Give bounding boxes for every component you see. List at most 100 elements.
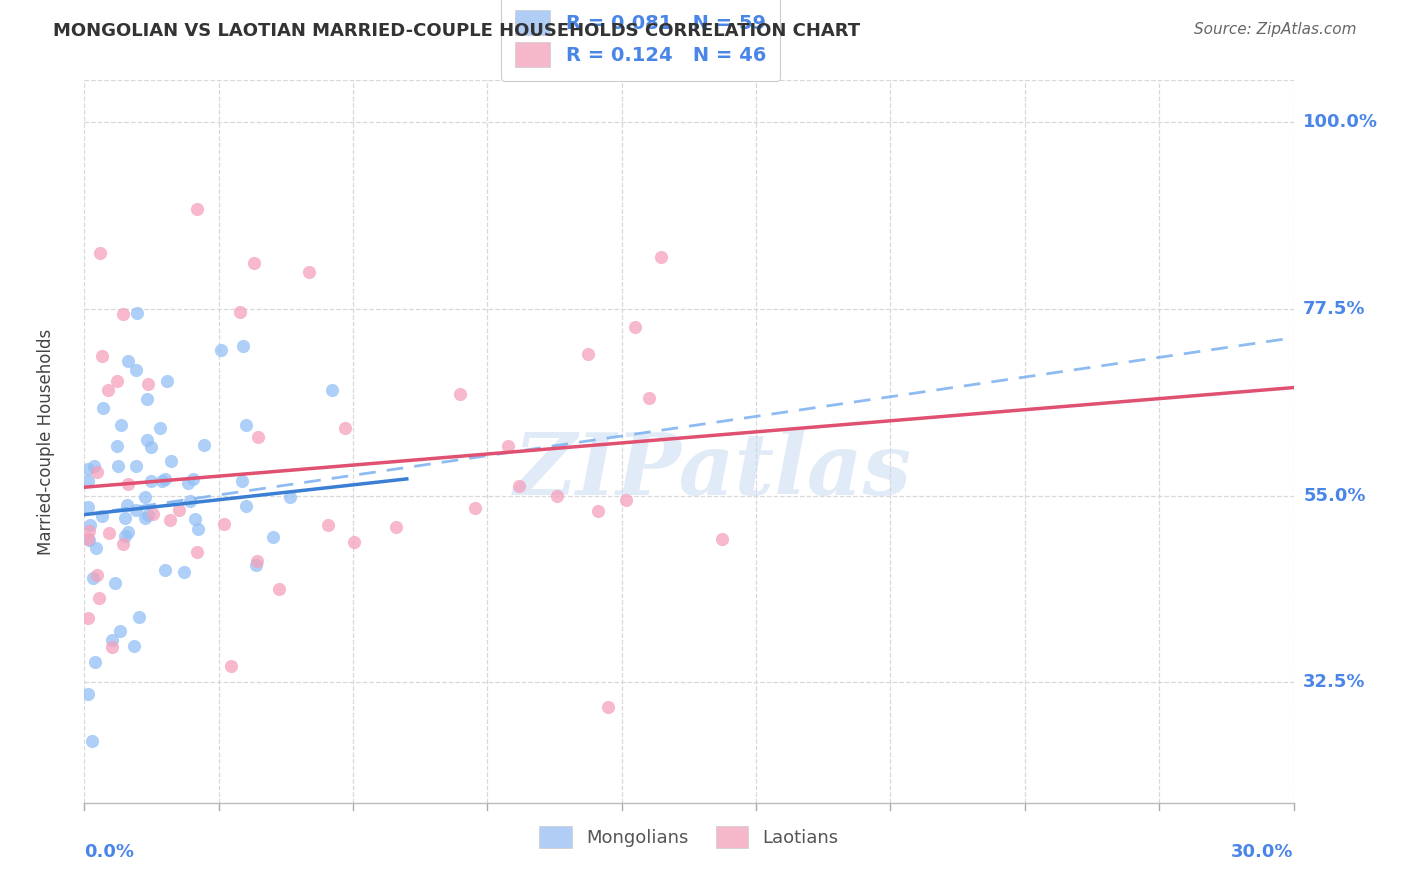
Point: [586, 504, 609, 518]
Point: [93, 401, 115, 416]
Point: [267, 582, 290, 597]
Point: [141, 474, 163, 488]
Legend: Mongolians, Laotians: Mongolians, Laotians: [531, 819, 846, 855]
Text: 32.5%: 32.5%: [1303, 673, 1365, 691]
Point: [186, 544, 208, 558]
Point: [114, 510, 136, 524]
Text: Married-couple Households: Married-couple Households: [37, 328, 55, 555]
Point: [86, 541, 108, 556]
Text: 30.0%: 30.0%: [1232, 843, 1294, 861]
Point: [343, 534, 366, 549]
Point: [546, 489, 568, 503]
Point: [86, 465, 108, 479]
Point: [159, 454, 181, 468]
Point: [246, 554, 269, 568]
Point: [614, 493, 637, 508]
Point: [184, 512, 207, 526]
Point: [209, 343, 232, 357]
Point: [105, 374, 128, 388]
Point: [245, 558, 267, 572]
Text: MONGOLIAN VS LAOTIAN MARRIED-COUPLE HOUSEHOLDS CORRELATION CHART: MONGOLIAN VS LAOTIAN MARRIED-COUPLE HOUS…: [53, 22, 860, 40]
Point: [107, 459, 129, 474]
Point: [449, 387, 471, 401]
Point: [110, 624, 132, 639]
Point: [79, 518, 101, 533]
Point: [87, 591, 110, 606]
Point: [136, 377, 159, 392]
Point: [117, 476, 139, 491]
Point: [117, 525, 139, 540]
Point: [100, 640, 122, 655]
Point: [86, 568, 108, 582]
Point: [183, 471, 205, 485]
Point: [298, 265, 321, 279]
Point: [142, 507, 165, 521]
Text: ZIPatlas: ZIPatlas: [515, 429, 912, 512]
Point: [385, 519, 408, 533]
Point: [464, 500, 486, 515]
Point: [111, 536, 134, 550]
Point: [91, 349, 114, 363]
Point: [637, 391, 659, 405]
Point: [77, 500, 100, 514]
Text: 55.0%: 55.0%: [1303, 486, 1365, 505]
Point: [82, 733, 104, 747]
Point: [77, 687, 100, 701]
Point: [247, 430, 270, 444]
Point: [134, 510, 156, 524]
Point: [110, 417, 132, 432]
Point: [232, 339, 254, 353]
Point: [98, 525, 121, 540]
Point: [508, 478, 530, 492]
Text: 0.0%: 0.0%: [84, 843, 135, 861]
Point: [159, 514, 181, 528]
Point: [187, 522, 209, 536]
Point: [576, 347, 599, 361]
Point: [179, 493, 201, 508]
Point: [124, 458, 146, 473]
Point: [219, 659, 242, 673]
Point: [89, 245, 111, 260]
Point: [101, 633, 124, 648]
Point: [139, 441, 162, 455]
Point: [650, 250, 672, 264]
Point: [242, 256, 264, 270]
Point: [128, 610, 150, 624]
Point: [77, 474, 100, 488]
Point: [496, 439, 519, 453]
Point: [135, 392, 157, 406]
Point: [84, 655, 107, 669]
Text: 77.5%: 77.5%: [1303, 300, 1365, 318]
Point: [77, 611, 100, 625]
Point: [262, 530, 284, 544]
Point: [624, 320, 647, 334]
Point: [125, 306, 148, 320]
Point: [231, 475, 253, 489]
Point: [335, 421, 357, 435]
Point: [104, 576, 127, 591]
Point: [321, 383, 343, 397]
Point: [77, 533, 100, 548]
Point: [122, 639, 145, 653]
Point: [153, 472, 176, 486]
Point: [77, 524, 100, 539]
Point: [83, 459, 105, 474]
Point: [105, 439, 128, 453]
Text: Source: ZipAtlas.com: Source: ZipAtlas.com: [1194, 22, 1357, 37]
Point: [193, 438, 215, 452]
Point: [711, 532, 734, 546]
Point: [186, 202, 208, 216]
Point: [173, 566, 195, 580]
Point: [136, 508, 159, 522]
Point: [177, 475, 200, 490]
Point: [82, 571, 104, 585]
Point: [112, 307, 135, 321]
Point: [212, 516, 235, 531]
Point: [149, 421, 172, 435]
Text: 100.0%: 100.0%: [1303, 112, 1378, 131]
Point: [280, 490, 302, 504]
Point: [125, 363, 148, 377]
Point: [124, 503, 146, 517]
Point: [114, 529, 136, 543]
Point: [77, 532, 100, 546]
